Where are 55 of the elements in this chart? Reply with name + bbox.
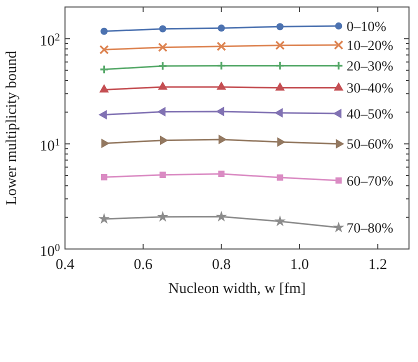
point [275,82,285,91]
point [218,170,225,178]
point [336,139,344,149]
series-label: 10–20% [346,38,394,54]
point [158,42,168,52]
x-tick-label: 0.4 [56,257,75,273]
point [335,177,342,184]
x-tick-label: 0.6 [134,257,154,273]
y-tick-label: 10$^{2}$ [40,32,60,50]
point [216,81,226,90]
point [216,42,226,52]
point [333,108,342,118]
series-label: 20–30% [346,60,394,75]
point [216,61,226,70]
x-axis-title: Nucleon width, w [fm] [168,281,306,297]
point [100,28,108,35]
y-tick-label: 10$^{0}$ [40,242,60,260]
point [99,44,109,54]
point [216,210,228,222]
x-tick-label: 0.8 [212,257,231,273]
point [332,222,344,232]
point [276,23,284,30]
point [157,210,168,222]
series-label: 60–70% [346,174,394,190]
point [158,81,168,90]
point [159,25,166,32]
point [98,110,107,120]
series-label: 40–50% [346,107,394,122]
y-axis-title: Lower multiplicity bound [4,50,20,206]
series-label: 70–80% [346,221,394,236]
point [335,22,342,30]
point [334,82,344,91]
point [275,61,285,70]
point [101,138,110,148]
point [274,108,283,118]
point [216,106,224,116]
point [100,174,108,180]
x-tick-label: 1.0 [290,257,309,273]
point [99,84,109,92]
series-label: 0–10% [346,20,387,35]
point [98,213,110,224]
point [275,40,285,50]
point [160,172,166,178]
series-label: 50–60% [346,138,394,153]
point [218,134,227,144]
point [218,24,225,32]
point [276,174,284,181]
y-tick-label: 10$^{1}$ [40,137,60,155]
series-label: 30–40% [346,82,394,97]
x-tick-label: 1.2 [368,257,388,273]
point [158,61,168,71]
point [157,106,166,117]
point [334,40,344,50]
point [274,215,286,226]
point [160,136,168,146]
